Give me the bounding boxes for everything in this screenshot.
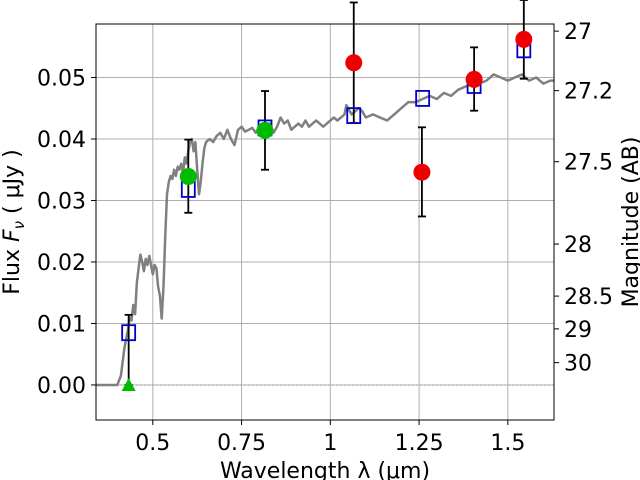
spectrum-line: [96, 73, 554, 387]
y-tick-label: 0.04: [37, 128, 86, 153]
y-axis-label: Flux Fν ( μJy ): [0, 149, 28, 294]
model-square: [121, 324, 137, 342]
x-tick-label: 1: [323, 431, 337, 456]
observed-points: [121, 30, 533, 391]
y-tick-label: 0.01: [37, 312, 86, 337]
y2-axis-ticks: 27 27.2 27.5 28 28.5 29 30: [554, 20, 613, 377]
observed-flux-point: [515, 30, 533, 48]
plot-frame: [95, 23, 555, 421]
y-axis-label-unit: ( μJy ): [0, 149, 25, 221]
y2-tick-label: 27.5: [564, 151, 613, 176]
x-tick-label: 0.5: [135, 431, 170, 456]
observed-flux-point: [413, 163, 431, 181]
y2-tick-label: 29: [564, 318, 592, 343]
y2-tick-label: 30: [564, 352, 592, 377]
plot-background: [96, 24, 554, 420]
x-axis-label: Wavelength λ (μm): [220, 459, 430, 480]
y-tick-label: 0.05: [37, 66, 86, 91]
y-tick-label: 0.03: [37, 189, 86, 214]
y2-tick-label: 28: [564, 233, 592, 258]
spectrum-layer: [96, 73, 554, 387]
y2-axis-label: Magnitude (AB): [619, 137, 640, 308]
model-square: [346, 107, 362, 125]
upper-limit-marker: [121, 377, 136, 391]
x-tick-label: 1.25: [395, 431, 444, 456]
model-square: [415, 90, 431, 107]
x-axis-ticks: 0.5 0.75 1 1.25 1.5: [135, 420, 525, 456]
x-tick-label: 1.5: [490, 431, 525, 456]
y2-tick-label: 27.2: [564, 80, 613, 105]
optical-flux-point: [179, 167, 197, 185]
y-axis-ticks: 0.00 0.01 0.02 0.03 0.04 0.05: [37, 66, 96, 399]
y2-tick-label: 27: [564, 20, 592, 45]
y-axis-label-symbol: F: [0, 229, 25, 242]
y2-tick-label: 28.5: [564, 285, 613, 310]
x-tick-label: 0.75: [217, 431, 266, 456]
observed-flux-point: [465, 70, 483, 88]
optical-flux-point: [256, 121, 274, 139]
y-axis-label-prefix: Flux: [0, 242, 25, 295]
y-tick-label: 0.02: [37, 251, 86, 276]
y-axis-label-subscript: ν: [10, 221, 28, 229]
y-tick-label: 0.00: [37, 374, 86, 399]
observed-flux-point: [345, 54, 363, 72]
